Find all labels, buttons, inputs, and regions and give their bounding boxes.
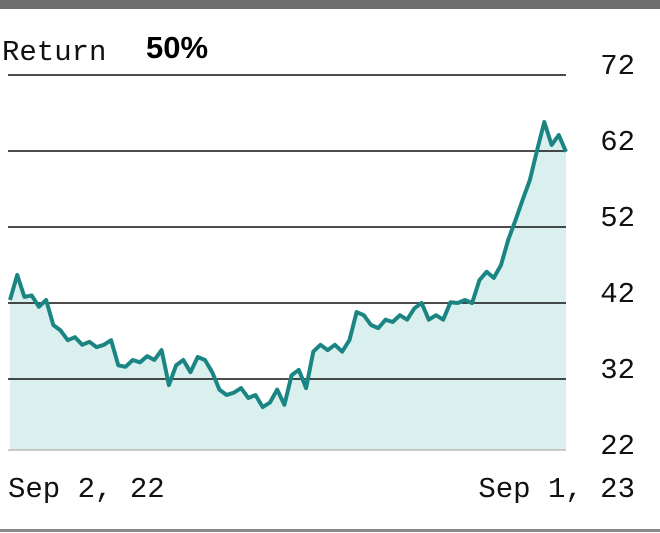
chart-title: Return [2, 36, 106, 69]
y-tick-label: 32 [600, 354, 635, 387]
area [10, 122, 566, 450]
y-tick-label: 62 [600, 126, 635, 159]
line [8, 120, 568, 410]
bottom-rule [0, 529, 660, 532]
y-tick-label: 42 [600, 278, 635, 311]
y-tick-label: 72 [600, 50, 635, 83]
plot: 22 32 42 52 62 72 Sep 2, 22 Sep 1, 23 [8, 50, 635, 506]
chart-subtitle: 50% [146, 30, 208, 65]
y-tick-label: 22 [600, 430, 635, 463]
y-tick-label: 52 [600, 202, 635, 235]
title-backdrop [0, 30, 240, 68]
top-bar [0, 0, 660, 9]
x-tick-label: Sep 2, 22 [8, 473, 165, 506]
x-tick-label: Sep 1, 23 [478, 473, 635, 506]
